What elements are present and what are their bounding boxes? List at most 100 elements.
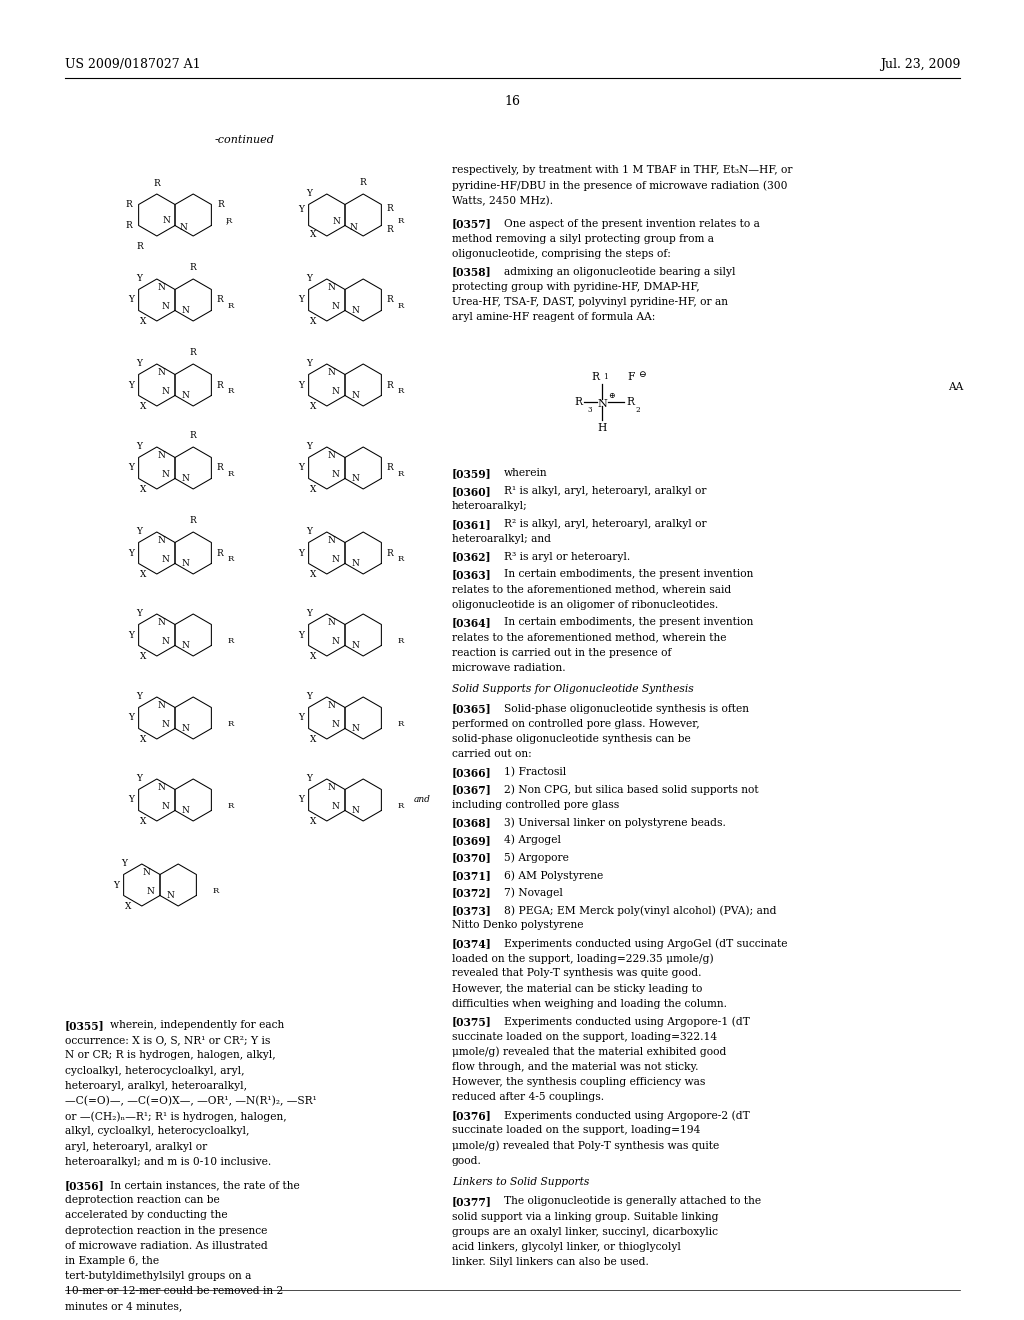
Text: ⊕: ⊕ (608, 392, 614, 400)
Text: N: N (157, 536, 165, 545)
Text: [0368]: [0368] (452, 817, 492, 828)
Text: Y: Y (129, 631, 134, 639)
Text: X: X (310, 652, 316, 661)
Text: R: R (216, 296, 223, 305)
Text: 10-mer or 12-mer could be removed in 2: 10-mer or 12-mer could be removed in 2 (65, 1287, 284, 1296)
Text: succinate loaded on the support, loading=322.14: succinate loaded on the support, loading… (452, 1032, 717, 1041)
Text: R: R (359, 178, 367, 187)
Text: N: N (333, 216, 340, 226)
Text: heteroaralkyl;: heteroaralkyl; (452, 502, 527, 511)
Text: flow through, and the material was not sticky.: flow through, and the material was not s… (452, 1063, 698, 1072)
Text: R: R (227, 470, 233, 478)
Text: deprotection reaction in the presence: deprotection reaction in the presence (65, 1225, 267, 1236)
Text: R: R (397, 638, 403, 645)
Text: respectively, by treatment with 1 M TBAF in THF, Et₃N—HF, or: respectively, by treatment with 1 M TBAF… (452, 165, 793, 176)
Text: X: X (140, 652, 146, 661)
Text: oligonucleotide is an oligomer of ribonucleotides.: oligonucleotide is an oligomer of ribonu… (452, 599, 718, 610)
Text: N: N (161, 470, 169, 479)
Text: 7) Novagel: 7) Novagel (504, 887, 563, 898)
Text: R: R (386, 380, 393, 389)
Text: N: N (157, 282, 165, 292)
Text: N: N (161, 302, 169, 310)
Text: Y: Y (136, 442, 142, 451)
Text: 4) Argogel: 4) Argogel (504, 834, 561, 845)
Text: [0356]: [0356] (65, 1180, 104, 1191)
Text: Y: Y (299, 796, 304, 804)
Text: cycloalkyl, heterocycloalkyl, aryl,: cycloalkyl, heterocycloalkyl, aryl, (65, 1065, 245, 1076)
Text: [0370]: [0370] (452, 853, 492, 863)
Text: [0360]: [0360] (452, 486, 492, 498)
Text: N: N (161, 387, 169, 396)
Text: X: X (140, 735, 146, 743)
Text: H: H (597, 424, 606, 433)
Text: R: R (126, 220, 132, 230)
Text: [0371]: [0371] (452, 870, 492, 880)
Text: N: N (352, 558, 359, 568)
Text: Y: Y (299, 549, 304, 557)
Text: N: N (352, 807, 359, 814)
Text: R: R (591, 372, 599, 383)
Text: Y: Y (299, 631, 304, 639)
Text: N: N (327, 701, 335, 710)
Text: N: N (182, 306, 189, 315)
Text: X: X (140, 317, 146, 326)
Text: N: N (327, 368, 335, 378)
Text: N: N (182, 558, 189, 568)
Text: Y: Y (306, 189, 312, 198)
Text: difficulties when weighing and loading the column.: difficulties when weighing and loading t… (452, 999, 727, 1008)
Text: However, the material can be sticky leading to: However, the material can be sticky lead… (452, 983, 702, 994)
Text: N: N (157, 701, 165, 710)
Text: N: N (332, 554, 339, 564)
Text: reduced after 4-5 couplings.: reduced after 4-5 couplings. (452, 1093, 604, 1102)
Text: N: N (327, 783, 335, 792)
Text: Y: Y (306, 442, 312, 451)
Text: Y: Y (136, 359, 142, 368)
Text: Y: Y (129, 463, 134, 473)
Text: R: R (397, 387, 403, 395)
Text: accelerated by conducting the: accelerated by conducting the (65, 1210, 227, 1221)
Text: N: N (146, 887, 155, 896)
Text: R: R (386, 205, 393, 214)
Text: N: N (161, 636, 169, 645)
Text: N: N (182, 723, 189, 733)
Text: Experiments conducted using Argopore-2 (dT: Experiments conducted using Argopore-2 (… (504, 1110, 750, 1121)
Text: Y: Y (299, 463, 304, 473)
Text: 3) Universal linker on polystyrene beads.: 3) Universal linker on polystyrene beads… (504, 817, 726, 828)
Text: pyridine-HF/DBU in the presence of microwave radiation (300: pyridine-HF/DBU in the presence of micro… (452, 181, 787, 191)
Text: R: R (216, 380, 223, 389)
Text: N or CR; R is hydrogen, halogen, alkyl,: N or CR; R is hydrogen, halogen, alkyl, (65, 1051, 275, 1060)
Text: revealed that Poly-T synthesis was quite good.: revealed that Poly-T synthesis was quite… (452, 969, 701, 978)
Text: N: N (161, 719, 169, 729)
Text: ⊖: ⊖ (638, 371, 646, 379)
Text: N: N (327, 618, 335, 627)
Text: [0361]: [0361] (452, 519, 492, 529)
Text: [0366]: [0366] (452, 767, 492, 777)
Text: performed on controlled pore glass. However,: performed on controlled pore glass. Howe… (452, 719, 699, 729)
Text: [0369]: [0369] (452, 834, 492, 846)
Text: loaded on the support, loading=229.35 μmole/g): loaded on the support, loading=229.35 μm… (452, 953, 714, 964)
Text: X: X (310, 484, 316, 494)
Text: μmole/g) revealed that the material exhibited good: μmole/g) revealed that the material exhi… (452, 1047, 726, 1057)
Text: Experiments conducted using ArgoGel (dT succinate: Experiments conducted using ArgoGel (dT … (504, 939, 787, 949)
Text: succinate loaded on the support, loading=194: succinate loaded on the support, loading… (452, 1125, 700, 1135)
Text: Y: Y (136, 527, 142, 536)
Text: Y: Y (299, 714, 304, 722)
Text: Y: Y (306, 275, 312, 284)
Text: N: N (352, 474, 359, 483)
Text: [0374]: [0374] (452, 939, 492, 949)
Text: linker. Silyl linkers can also be used.: linker. Silyl linkers can also be used. (452, 1257, 649, 1267)
Text: [0365]: [0365] (452, 704, 492, 714)
Text: [0367]: [0367] (452, 784, 492, 796)
Text: R: R (397, 803, 403, 810)
Text: aryl amine-HF reagent of formula AA:: aryl amine-HF reagent of formula AA: (452, 313, 655, 322)
Text: N: N (332, 470, 339, 479)
Text: Nitto Denko polystyrene: Nitto Denko polystyrene (452, 920, 584, 931)
Text: [0375]: [0375] (452, 1016, 492, 1027)
Text: aryl, heteroaryl, aralkyl or: aryl, heteroaryl, aralkyl or (65, 1142, 207, 1151)
Text: Experiments conducted using Argopore-1 (dT: Experiments conducted using Argopore-1 (… (504, 1016, 750, 1027)
Text: Y: Y (129, 796, 134, 804)
Text: N: N (352, 306, 359, 315)
Text: method removing a silyl protecting group from a: method removing a silyl protecting group… (452, 234, 714, 244)
Text: N: N (352, 723, 359, 733)
Text: X: X (310, 570, 316, 578)
